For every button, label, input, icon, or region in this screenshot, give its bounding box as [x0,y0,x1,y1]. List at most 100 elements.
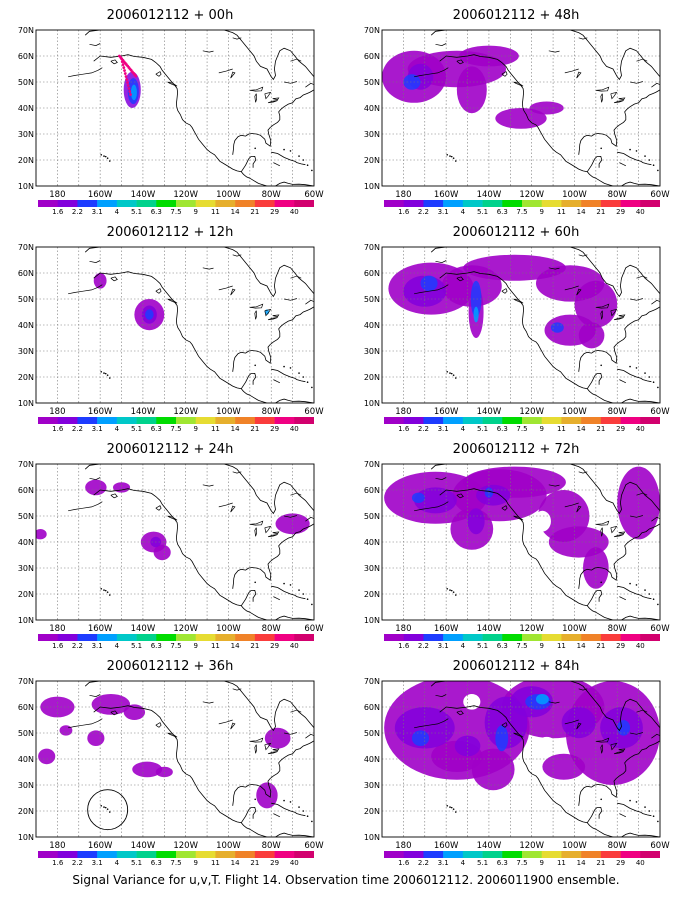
colorbar-label: 11 [557,425,566,433]
variance-contour [256,782,278,809]
colorbar-label: 3.1 [438,425,449,433]
coastline [224,30,314,81]
island-outline [110,276,118,282]
coastline [232,306,314,372]
island-outline [218,502,233,508]
panel-00h: 2006012112 + 00h 70N 60N 50N 40N 30N 20N 10N 18… [10,8,330,223]
island-outline [513,81,524,87]
map-area [382,247,660,403]
colorbar-swatch [215,417,236,424]
coastline [240,372,257,389]
island-dot [450,806,453,809]
colorbar-label: 1.6 [52,208,64,216]
map-24h: 70N 60N 50N 40N 30N 20N 10N 180 160W 140W 120W 100W… [18,460,324,650]
island-outline [651,82,660,88]
colorbar-swatch [581,417,602,424]
lake-outline [254,744,258,754]
island-outline [636,492,648,496]
lon-label: 160W [88,841,113,851]
island-outline [110,493,118,499]
colorbar-swatch [57,200,78,207]
island-outline [167,732,178,738]
colorbar-swatch [462,200,483,207]
map-12h: 70N 60N 50N 40N 30N 20N 10N 180 160W 140W 120W 100W… [18,243,324,433]
lat-label: 30N [18,130,34,139]
colorbar-label: 14 [577,642,586,650]
lat-label: 20N [18,807,34,816]
colorbar-swatch [235,851,256,858]
colorbar-swatch [215,634,236,641]
colorbar-swatch [581,851,602,858]
island-dot [104,806,107,809]
coastline [84,247,122,253]
island-outline [651,733,660,739]
island-dot [629,365,631,368]
colorbar-swatch [384,634,405,641]
colorbar-label: 1.6 [52,859,64,867]
colorbar-swatch [600,200,621,207]
lake-outline [618,97,626,101]
island-outline [414,501,449,512]
lat-label: 50N [18,512,34,521]
island-outline [155,722,162,728]
colorbar-label: 4 [461,425,466,433]
coastline [271,802,306,817]
colorbar-label: 7.5 [170,208,181,216]
colorbar-swatch [640,851,660,858]
island-dot [652,381,655,383]
variance-gap [535,736,558,756]
island-dot [450,155,453,158]
island-outline [232,471,242,474]
colorbar-label: 21 [250,859,259,867]
island-dot [311,820,313,823]
colorbar-label: 5.1 [131,642,142,650]
lake-outline [272,748,280,752]
flight-track-point [129,93,132,96]
panel-title: 2006012112 + 48h [452,8,580,23]
map-frame [381,29,661,187]
variance-contour [617,720,631,736]
lon-label: 120W [173,841,198,851]
lat-label: 30N [18,564,34,573]
island-dot [100,805,103,807]
lake-outline [610,525,618,534]
colorbar-swatch [640,634,660,641]
coastline [617,368,652,383]
lat-label: 50N [18,295,34,304]
colorbar-swatch [38,417,59,424]
colorbar-label: 14 [577,425,586,433]
lat-label: 20N [18,590,34,599]
island-dot [306,164,309,166]
island-outline [89,477,101,480]
colorbar-swatch [116,417,137,424]
lon-label: 100W [216,190,241,200]
island-dot [302,810,305,812]
island-outline [501,505,508,511]
island-outline [456,59,464,65]
island-dot [452,591,455,593]
flight-track-point [126,81,129,84]
island-outline [435,43,447,46]
coastline [578,306,660,372]
colorbar-swatch [294,200,314,207]
island-dot [108,811,111,813]
lat-label: 50N [18,78,34,87]
colorbar-label: 29 [270,425,279,433]
island-dot [106,808,109,810]
colorbar-label: 6.3 [497,208,508,216]
colorbar-label: 4 [461,859,466,867]
colorbar-label: 5.1 [477,425,488,433]
lake-outline [264,308,272,317]
colorbar-swatch [384,851,405,858]
colorbar-swatch [235,417,256,424]
island-outline [68,67,103,78]
map-48h: 70N 60N 50N 40N 30N 20N 10N 180 160W 140W 120W 100W… [364,26,670,216]
coastline [267,181,314,186]
coastline [273,162,280,167]
island-dot [104,589,107,592]
lat-label: 10N [18,182,34,191]
colorbar-swatch [443,634,464,641]
lake-outline [264,91,272,100]
coastline [271,368,306,383]
flight-track-point [124,75,128,78]
